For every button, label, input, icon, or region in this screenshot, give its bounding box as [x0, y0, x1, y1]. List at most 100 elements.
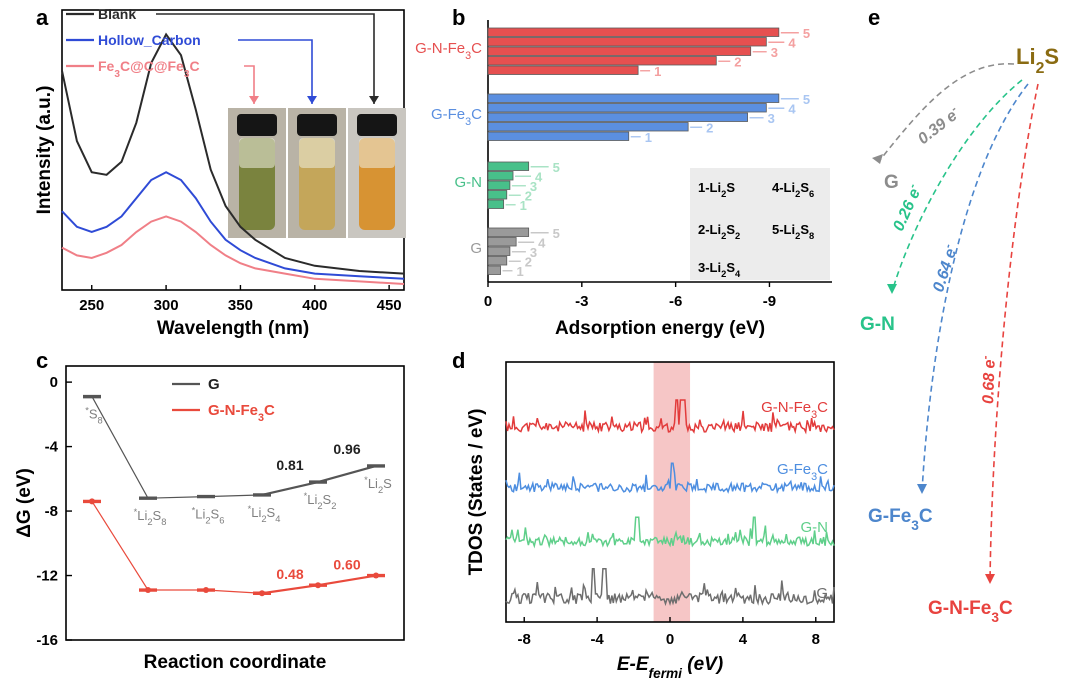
bar-index-label: 4 [788, 35, 796, 50]
label-part: C [189, 58, 199, 74]
label-part: 2 [317, 501, 322, 511]
y-tick-label: -12 [36, 568, 58, 585]
legend-label: Hollow_Carbon [98, 32, 201, 48]
energy-point [203, 587, 209, 594]
bar-G-N-Fe-2 [487, 56, 717, 66]
bar-G-Fe-3 [487, 112, 748, 122]
label-part: 1-Li [698, 180, 721, 195]
bar-index-label: 2 [525, 188, 532, 203]
bar-index-label: 2 [706, 120, 713, 135]
bar-index-label: 2 [734, 54, 741, 69]
tdos-line-G-Fe [505, 462, 835, 495]
series-label: G [816, 585, 828, 602]
label-part: Li [251, 505, 261, 520]
transfer-path [891, 79, 1023, 293]
label-part: C [817, 461, 828, 478]
y-tick-label: -16 [36, 632, 58, 649]
bar-G-N-Fe-3 [487, 46, 752, 56]
label-part: 3 [991, 610, 999, 625]
label-part: S [726, 222, 735, 237]
label-part: G [816, 585, 828, 602]
series-line-Blank [61, 32, 405, 275]
label-part: Blank [98, 6, 136, 22]
x-axis-title: Wavelength (nm) [157, 318, 309, 339]
transfer-arrowhead [872, 154, 883, 164]
bar-G-N-Fe-5 [487, 27, 780, 37]
label-part: 4 [735, 269, 741, 279]
bar-G-N-1 [487, 199, 505, 209]
label-part: 2-Li [698, 222, 721, 237]
vial-cap [357, 114, 397, 136]
label-part: S [153, 508, 162, 523]
key-entry: 4-Li2S6 [772, 180, 814, 199]
legend-label: Blank [98, 6, 136, 22]
bar-index-label: 4 [788, 101, 796, 116]
key-entry: 1-Li2S [698, 180, 735, 199]
bar-G-Fe-2 [487, 122, 689, 132]
label-part: 2 [331, 501, 336, 511]
label-part: E-E [617, 654, 650, 675]
label-part: Li [307, 492, 317, 507]
x-tick-label: 8 [812, 631, 820, 648]
label-part: G-Fe [777, 461, 811, 478]
bar-index-label: 3 [530, 179, 537, 194]
x-tick-label: -8 [518, 631, 531, 648]
vial-glass [239, 138, 275, 168]
x-tick-label: 0 [666, 631, 674, 648]
transfer-arrowhead [887, 284, 897, 294]
label-part: G-N-Fe [761, 399, 811, 416]
label-part: S [383, 476, 392, 491]
leader-arrowhead [249, 96, 259, 104]
key-entry: 3-Li2S4 [698, 260, 741, 279]
label-part: Li [195, 507, 205, 522]
label-part: 2 [261, 514, 266, 524]
y-tick-label: -8 [45, 503, 58, 520]
series-line-Hollow_Carbon [61, 171, 405, 280]
label-part: 2 [795, 189, 800, 199]
label-part: * [304, 491, 308, 501]
barrier-segment [261, 584, 319, 595]
bar-index-label: 5 [803, 92, 810, 107]
key-entry: 2-Li2S2 [698, 222, 740, 241]
label-part: G-N-Fe [415, 40, 465, 57]
bar-index-label: 4 [538, 235, 546, 250]
tdos-line-G-N [505, 516, 835, 549]
x-tick-label: 300 [154, 297, 179, 314]
bar-G-N-4 [487, 171, 514, 181]
x-tick-label: -6 [669, 293, 682, 310]
label-part: S [1044, 44, 1059, 69]
step-label: *Li2S2 [304, 491, 337, 511]
bar-index-label: 2 [525, 254, 532, 269]
label-part: G-N-Fe [928, 598, 991, 619]
leader-line [156, 13, 375, 104]
label-part: 2 [735, 231, 740, 241]
label-part: 0.26 e [890, 186, 924, 234]
transfer-arrowhead [917, 484, 927, 494]
bar-G-Fe-5 [487, 93, 780, 103]
label-part: 3 [258, 412, 264, 424]
series-label: G-N [801, 519, 829, 536]
target-label: G-N [860, 314, 895, 335]
label-part: 3-Li [698, 260, 721, 275]
legend-label: Fe3C@C@Fe3C [98, 58, 200, 80]
label-part: Li [1016, 44, 1036, 69]
panel-letter-a: a [36, 5, 49, 30]
key-entry: 5-Li2S8 [772, 222, 814, 241]
bar-index-label: 3 [768, 111, 775, 126]
label-part: 4 [275, 514, 280, 524]
label-part: G-Fe [431, 106, 465, 123]
label-part: G-N [860, 314, 895, 335]
label-part: S [726, 180, 735, 195]
label-part: G-N [455, 174, 483, 191]
vial-glass [299, 138, 335, 168]
bar-index-label: 1 [517, 264, 524, 279]
x-tick-label: 4 [739, 631, 748, 648]
bar-G-5 [487, 227, 530, 237]
step-label: *S8 [85, 406, 103, 426]
bar-index-label: 5 [803, 26, 810, 41]
x-tick-label: -3 [575, 293, 588, 310]
series-line-Fe3C@C@Fe3C [61, 215, 405, 285]
group-label: G [470, 240, 482, 257]
barrier-segment [317, 574, 377, 587]
